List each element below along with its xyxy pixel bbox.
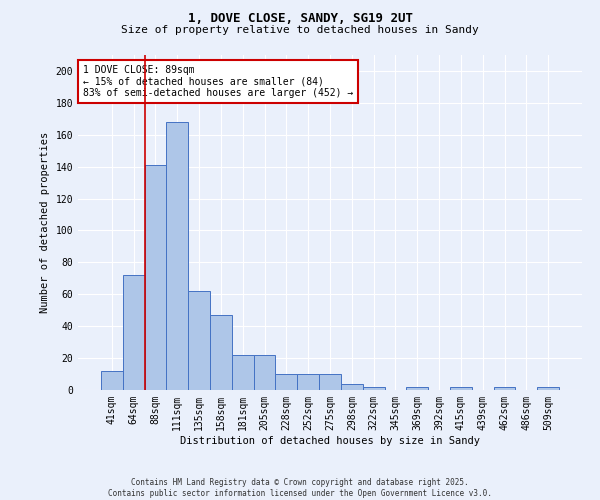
Bar — [450, 387, 472, 390]
Text: Size of property relative to detached houses in Sandy: Size of property relative to detached ho… — [121, 25, 479, 35]
Bar — [232, 355, 254, 390]
X-axis label: Distribution of detached houses by size in Sandy: Distribution of detached houses by size … — [180, 436, 480, 446]
Bar — [406, 387, 428, 390]
Bar — [537, 387, 559, 390]
Bar — [166, 122, 188, 390]
Bar — [188, 291, 210, 390]
Bar — [123, 275, 145, 390]
Text: 1, DOVE CLOSE, SANDY, SG19 2UT: 1, DOVE CLOSE, SANDY, SG19 2UT — [187, 12, 413, 26]
Bar — [363, 387, 385, 390]
Text: Contains HM Land Registry data © Crown copyright and database right 2025.
Contai: Contains HM Land Registry data © Crown c… — [108, 478, 492, 498]
Bar — [494, 387, 515, 390]
Bar — [254, 355, 275, 390]
Bar — [210, 315, 232, 390]
Bar — [297, 374, 319, 390]
Bar — [101, 371, 123, 390]
Bar — [275, 374, 297, 390]
Text: 1 DOVE CLOSE: 89sqm
← 15% of detached houses are smaller (84)
83% of semi-detach: 1 DOVE CLOSE: 89sqm ← 15% of detached ho… — [83, 65, 353, 98]
Y-axis label: Number of detached properties: Number of detached properties — [40, 132, 50, 313]
Bar — [145, 165, 166, 390]
Bar — [341, 384, 363, 390]
Bar — [319, 374, 341, 390]
